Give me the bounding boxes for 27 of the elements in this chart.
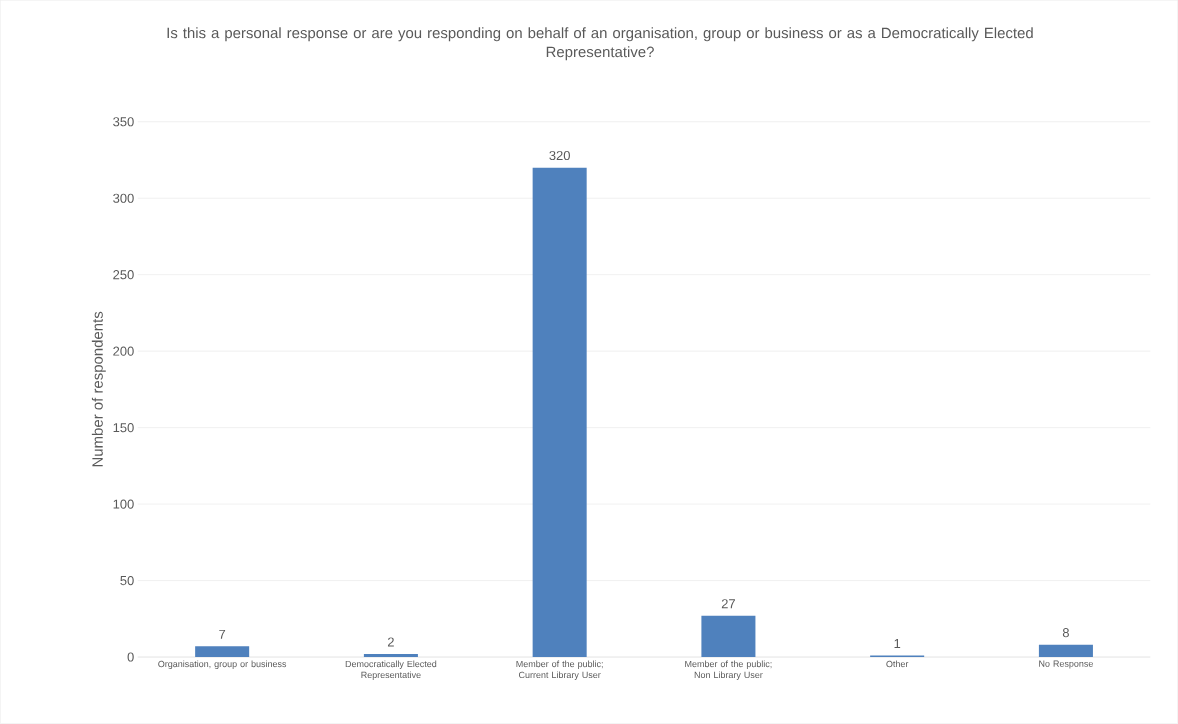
y-tick-label: 150 [113, 423, 134, 433]
bar [195, 646, 250, 658]
bar [532, 167, 587, 658]
data-label: 27 [721, 599, 735, 609]
y-tick-label: 250 [113, 270, 134, 280]
data-label: 7 [219, 630, 226, 639]
bar [363, 654, 418, 658]
x-tick-label: Democratically Elected Representative [345, 660, 437, 680]
data-label: 1 [894, 639, 901, 649]
y-tick-label: 50 [120, 576, 134, 586]
x-tick-label: Member of the public; Current Library User [516, 660, 603, 680]
bar [1038, 644, 1093, 658]
chart-title: Is this a personal response or are you responding on behalf of an organisation, group or business or as a Democratically Elected Representative? [167, 27, 1033, 61]
data-label: 320 [549, 151, 570, 161]
y-tick-label: 100 [113, 499, 134, 509]
data-label: 8 [1062, 628, 1069, 638]
y-tick-label: 0 [127, 652, 134, 662]
x-tick-label: Member of the public; Non Library User [685, 660, 772, 680]
y-tick-label: 300 [113, 193, 134, 203]
data-label: 2 [387, 637, 394, 647]
y-axis-title: Number of respondents [91, 311, 106, 467]
x-tick-label: Organisation, group or business [158, 660, 287, 670]
bar [701, 615, 756, 658]
y-tick-label: 200 [113, 346, 134, 356]
x-tick-label: Other [886, 660, 909, 668]
x-tick-label: No Response [1039, 660, 1093, 669]
y-tick-label: 350 [113, 117, 134, 127]
